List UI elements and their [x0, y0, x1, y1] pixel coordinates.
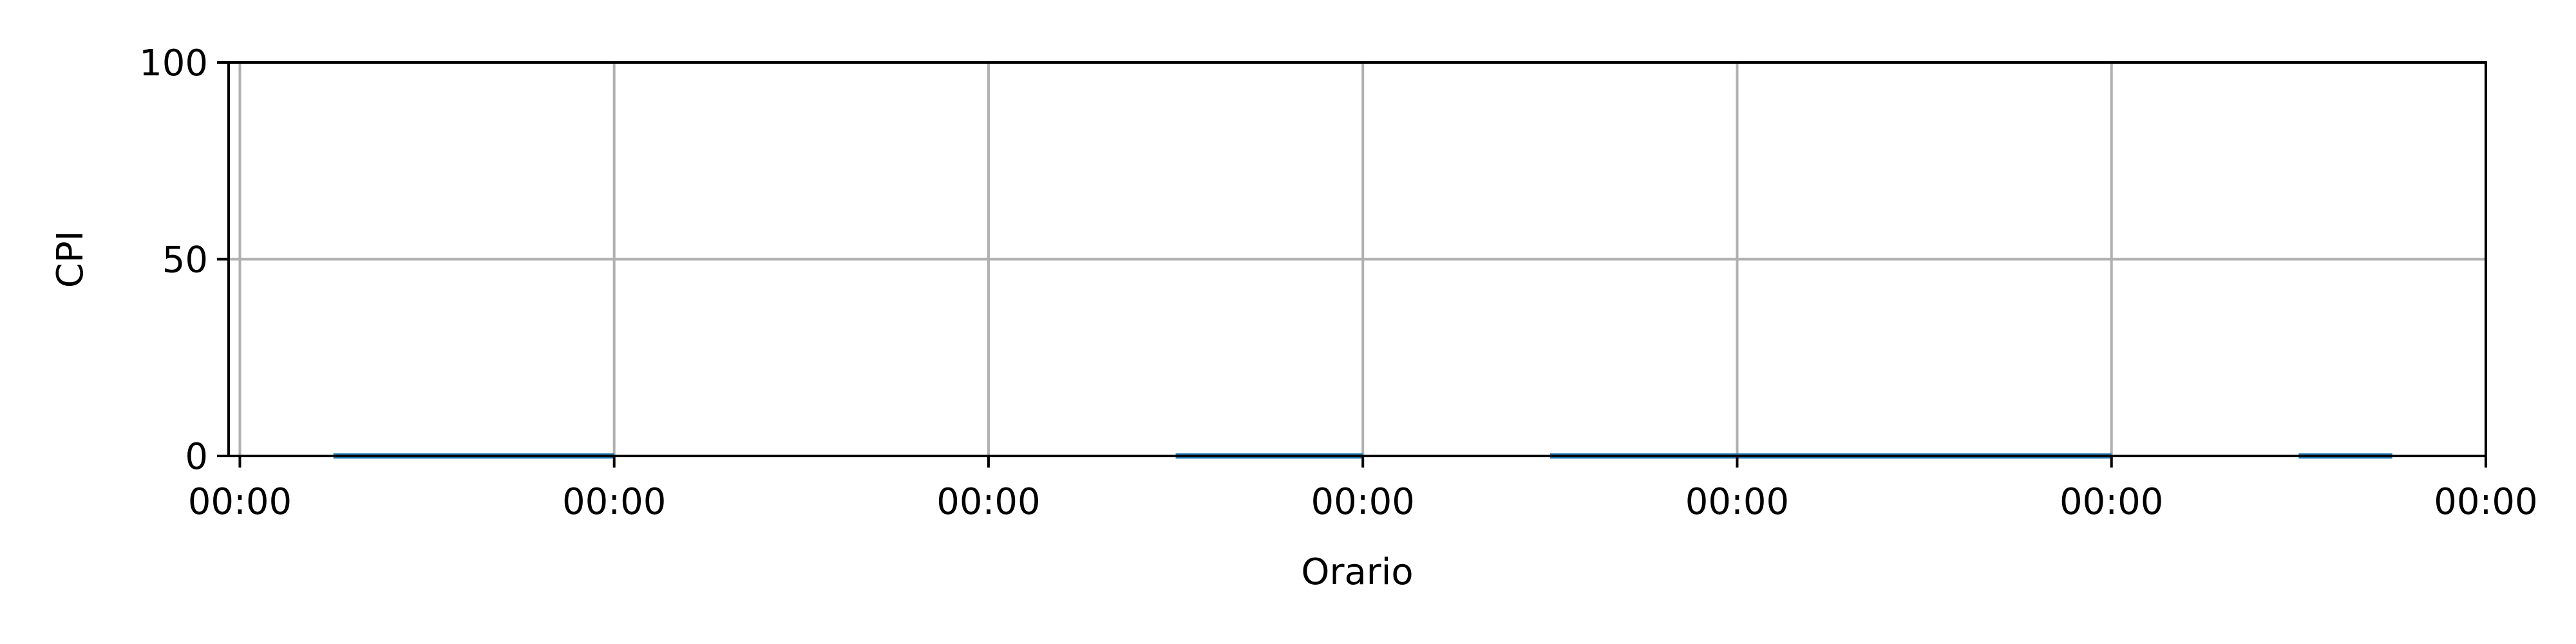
x-tick-label: 00:00 — [2434, 481, 2537, 523]
grid — [229, 61, 2487, 457]
x-tick-label: 00:00 — [2060, 481, 2163, 523]
y-tick-label: 100 — [139, 43, 208, 84]
tick-marks — [217, 61, 2487, 468]
x-tick-label: 00:00 — [1311, 481, 1415, 523]
x-tick-label: 00:00 — [562, 481, 666, 523]
x-tick-label: 00:00 — [936, 481, 1040, 523]
x-tick-label: 00:00 — [1685, 481, 1789, 523]
x-axis-label: Orario — [1301, 551, 1413, 593]
y-axis-label: CPI — [50, 231, 91, 288]
x-tick-labels: 00:00 00:00 00:00 00:00 00:00 00:00 00:00 — [188, 481, 2538, 523]
y-tick-labels: 0 50 100 — [139, 43, 208, 478]
y-tick-label: 50 — [162, 240, 208, 281]
y-tick-label: 0 — [185, 436, 208, 478]
x-tick-label: 00:00 — [188, 481, 292, 523]
